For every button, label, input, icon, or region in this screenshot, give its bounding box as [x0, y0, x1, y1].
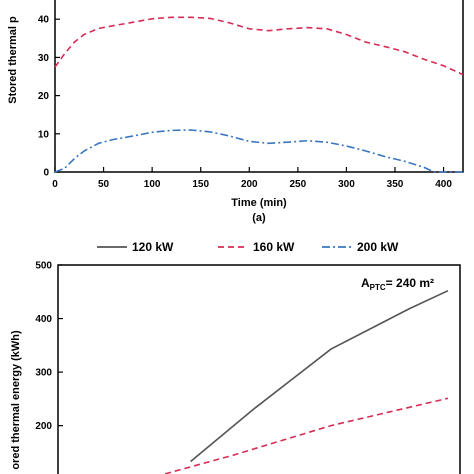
top-series-line-0 [54, 16, 464, 76]
bottom-series-line-1 [161, 397, 449, 474]
top-y-ticks: 0 10 20 30 40 [38, 15, 60, 179]
legend: 120 kW 160 kW 200 kW [97, 240, 399, 254]
top-y-axis-label: Stored thermal p [7, 16, 19, 104]
top-panel: 0 10 20 30 40 0 50 100 150 200 250 300 350 400 Store… [7, 0, 464, 224]
top-y-tick-label: 20 [38, 91, 50, 102]
bottom-y-tick-label: 300 [35, 368, 52, 379]
top-x-tick-label: 250 [290, 179, 307, 190]
bottom-series-group [161, 289, 449, 474]
top-x-ticks: 0 50 100 150 200 250 300 350 400 [52, 167, 452, 190]
top-x-tick-label: 150 [192, 179, 209, 190]
bottom-series-line-0 [190, 289, 449, 463]
bottom-y-axis-label: ored thermal energy (kWh) [10, 330, 22, 470]
top-plot-frame [54, 0, 464, 173]
legend-label-2: 200 kW [357, 240, 399, 254]
area-annotation: APTC= 240 m² [361, 276, 434, 292]
top-y-tick-label: 10 [38, 129, 50, 140]
bottom-y-tick-label: 500 [35, 261, 52, 272]
top-y-tick-label: 40 [38, 15, 50, 26]
top-x-tick-label: 400 [435, 179, 452, 190]
top-x-tick-label: 100 [144, 179, 161, 190]
area-annotation-main: A [361, 276, 370, 290]
top-y-tick-label: 0 [43, 168, 49, 179]
bottom-y-tick-label: 200 [35, 421, 52, 432]
top-y-tick-label: 30 [38, 53, 50, 64]
legend-label-0: 120 kW [132, 240, 174, 254]
top-x-axis-label: Time (min) [231, 197, 287, 209]
top-x-tick-label: 350 [387, 179, 404, 190]
top-x-tick-label: 0 [52, 179, 58, 190]
top-series-line-1 [54, 129, 463, 173]
bottom-y-ticks: 200 300 400 500 [35, 261, 63, 432]
bottom-y-tick-label: 400 [35, 314, 52, 325]
top-x-tick-label: 50 [98, 179, 110, 190]
bottom-panel: 200 300 400 500 ored thermal energy (kWh) A… [10, 261, 461, 474]
top-x-tick-label: 300 [338, 179, 355, 190]
bottom-plot-frame [57, 264, 461, 474]
top-series-group [54, 16, 464, 173]
legend-label-1: 160 kW [253, 240, 295, 254]
area-annotation-sub: PTC [370, 283, 386, 292]
panel-label-a: (a) [252, 212, 266, 224]
area-annotation-rest: = 240 m² [386, 276, 434, 290]
top-x-tick-label: 200 [241, 179, 258, 190]
